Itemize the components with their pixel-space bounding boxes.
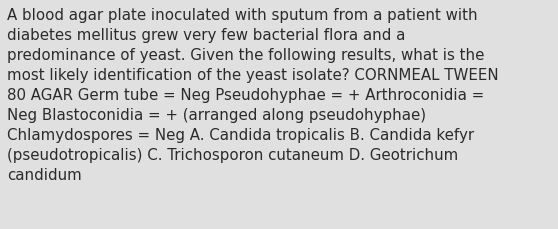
Text: A blood agar plate inoculated with sputum from a patient with
diabetes mellitus : A blood agar plate inoculated with sputu…	[7, 8, 498, 183]
